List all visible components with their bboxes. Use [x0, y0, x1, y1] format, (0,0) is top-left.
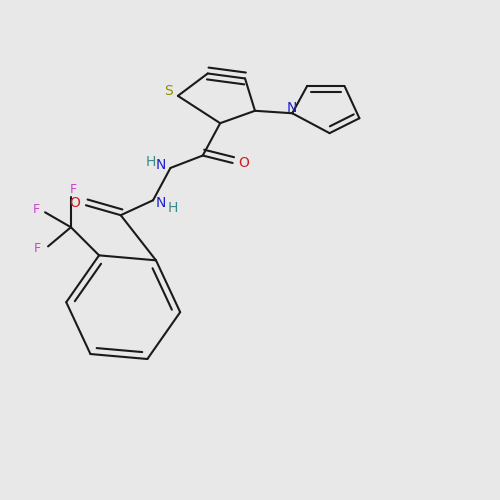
Text: N: N	[156, 158, 166, 172]
Text: F: F	[34, 242, 40, 256]
Text: H: H	[168, 200, 178, 214]
Text: N: N	[156, 196, 166, 210]
Text: F: F	[32, 204, 40, 216]
Text: O: O	[238, 156, 249, 170]
Text: S: S	[164, 84, 173, 98]
Text: H: H	[146, 155, 156, 169]
Text: O: O	[70, 196, 80, 210]
Text: F: F	[70, 184, 77, 196]
Text: N: N	[287, 102, 298, 116]
